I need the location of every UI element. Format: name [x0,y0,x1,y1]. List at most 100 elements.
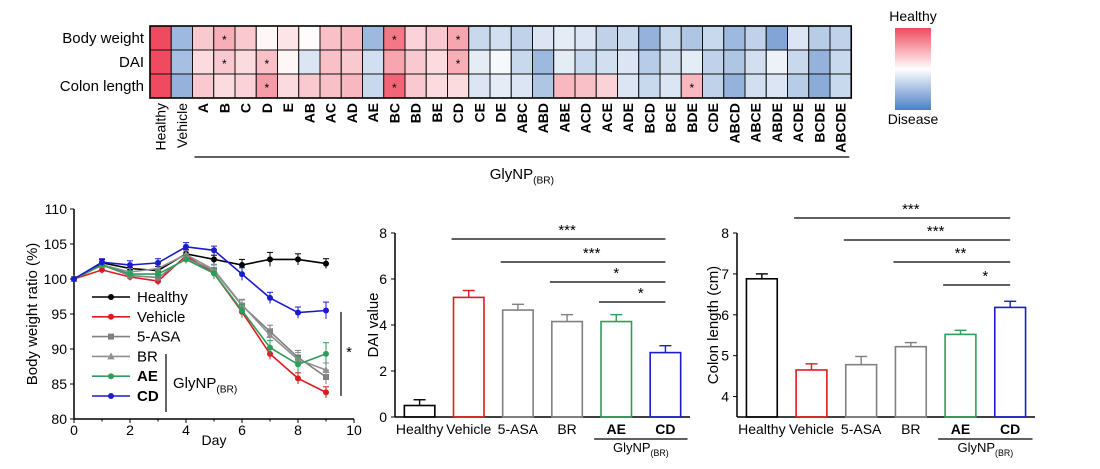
line-series-BR [73,253,327,371]
heatmap-cell [149,49,172,75]
colon-category-label: CD [1000,421,1020,437]
colon-bar [844,363,878,418]
heatmap-cell [149,25,172,51]
heatmap-cell [170,73,193,99]
heatmap-column-label: ABD [535,103,551,133]
line-point [155,271,161,278]
line-series-CD [73,245,327,314]
heatmap-cell [170,25,193,51]
heatmap-cell [787,73,810,99]
colon-y-tick-label: 8 [721,225,729,241]
colon-y-tick-label: 4 [721,389,729,405]
heatmap-cell [532,25,555,51]
heatmap-cell [659,25,682,51]
line-y-tick-label: 110 [45,201,68,217]
heatmap-cell [638,25,661,51]
dai-comparison-label: * [638,285,644,302]
dai-y-tick-label: 2 [379,363,387,379]
legend-label: CD [137,388,159,405]
heatmap-cell [702,73,725,99]
heatmap-cell [574,73,597,99]
colon-y-axis-label: Colon length (cm) [705,266,722,384]
heatmap-cell [510,73,533,99]
line-series-Healthy [73,252,327,280]
colon-category-label: BR [901,421,920,437]
heatmap-cell [808,73,831,99]
heatmap-column-label: ABCDE [833,103,849,153]
heatmap-column-label: Healthy [153,103,169,150]
heatmap-significance-mark: * [456,33,461,47]
heatmap-column-label: AB [301,103,317,123]
line-x-tick-label: 4 [182,422,190,438]
heatmap-cell [340,25,363,51]
heatmap-column-label: ABCD [726,103,742,143]
heatmap-cell [510,25,533,51]
line-point [267,256,273,263]
heatmap-cell [765,49,788,75]
colon-category-label: Vehicle [789,421,834,437]
heatmap-column-label: Vehicle [174,103,190,148]
line-point [127,262,133,268]
heatmap-cell [595,25,618,51]
heatmap-cell [702,49,725,75]
heatmap-cell [404,25,427,51]
heatmap-column-label: BDE [684,103,700,133]
dai-bar [649,351,682,418]
colon-bar [993,306,1027,418]
dai-category-label: CD [655,421,675,437]
dai-category-label: BR [557,421,576,437]
heatmap-column-label: CE [471,103,487,122]
line-point [295,375,301,382]
line-point [183,256,189,263]
heatmap-column-label: BD [408,103,424,123]
heatmap-significance-mark: * [265,57,270,71]
heatmap-row-label: DAI [119,54,144,71]
legend-marker [108,373,114,380]
line-y-tick-label: 105 [44,236,68,252]
significance-mark: * [346,344,352,361]
heatmap-cell [468,25,491,51]
heatmap-significance-mark: * [392,33,397,47]
line-point [295,309,301,316]
heatmap-cell [638,73,661,99]
heatmap-cell [532,49,555,75]
colon-comparison-label: ** [955,245,967,262]
heatmap-cell [659,73,682,99]
heatmap-cell [362,25,385,51]
line-point [211,270,217,277]
dai-y-tick-label: 6 [379,271,387,287]
heatmap-significance-mark: * [222,33,227,47]
heatmap-column-label: A [195,103,211,113]
legend-label: AE [137,368,158,385]
line-series-AE [73,258,327,366]
heatmap-cell [723,73,746,99]
heatmap-cell [829,25,852,51]
heatmap-significance-mark: * [690,81,695,95]
heatmap-cell [425,73,448,99]
line-point [211,247,217,254]
heatmap-column-label: DE [493,103,509,122]
dai-comparison-label: *** [558,222,576,239]
heatmap-cell [829,73,852,99]
heatmap-cell [489,49,512,75]
heatmap-cell [574,25,597,51]
heatmap-cell [234,25,257,51]
heatmap-cell [617,73,640,99]
line-series-Vehicle [73,254,327,394]
legend-marker [108,294,114,300]
line-point [266,331,274,338]
line-x-tick-label: 0 [70,422,78,438]
heatmap-cell [723,49,746,75]
heatmap-cell [234,49,257,75]
heatmap-cell [404,73,427,99]
legend-label: BR [137,348,158,365]
colon-bar [795,369,828,418]
line-point [323,260,329,267]
line-point [239,307,245,314]
heatmap-column-label: D [259,103,275,113]
heatmap-cell [234,73,257,99]
colon-y-tick-label: 6 [721,307,729,323]
heatmap-cell [787,25,810,51]
line-x-tick-label: 8 [294,422,302,438]
heatmap-cell [447,73,470,99]
